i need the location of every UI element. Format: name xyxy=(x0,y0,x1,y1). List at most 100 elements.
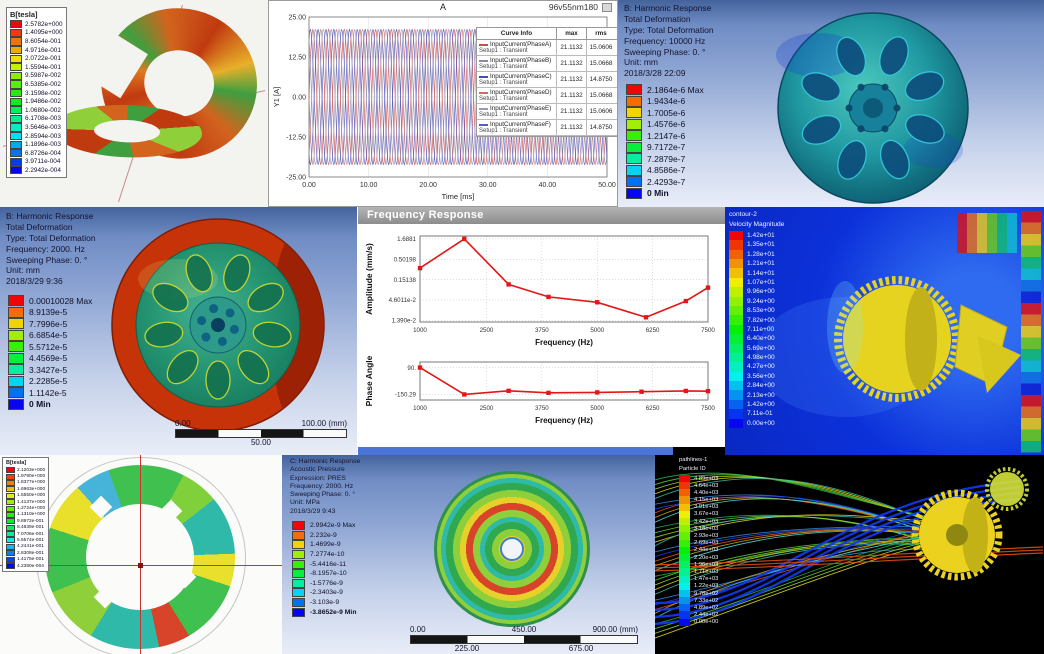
curve-setup: Setup1 : Transient xyxy=(479,80,528,86)
legend-value: -3.8652e-9 Min xyxy=(310,608,357,616)
legend-row: 2.44e+03 xyxy=(679,546,718,554)
legend-row: 1.2147e-6 xyxy=(626,130,704,142)
legend-row: 2.4293e-7 xyxy=(626,176,704,188)
svg-text:40.00: 40.00 xyxy=(539,182,557,189)
legend-swatch xyxy=(6,563,15,570)
legend-swatch xyxy=(10,80,22,89)
legend-value: 2.20e+03 xyxy=(694,554,719,561)
legend-row: 2.8308e-001 xyxy=(6,550,45,557)
svg-text:1.6881: 1.6881 xyxy=(397,236,416,243)
ruler-bar xyxy=(410,635,638,644)
curve-rms: 14.8750 xyxy=(589,124,613,131)
curve-max: 21.1132 xyxy=(557,104,587,119)
curve-name-cell: InputCurrent(PhaseF) Setup1 : Transient xyxy=(477,120,557,135)
legend-swatch xyxy=(729,343,743,353)
window-titlebar[interactable]: Frequency Response xyxy=(358,207,725,224)
result-info-line: Sweeping Phase: 0. ° xyxy=(6,254,88,265)
legend-title: B[tesla] xyxy=(6,460,27,466)
legend-value: 8.53e+00 xyxy=(747,307,775,315)
scale-ruler: 0.00 450.00 900.00 (mm) 225.00 675.00 xyxy=(410,625,638,654)
panel-cfd-velocity: contour-2 Velocity Magnitude 1.42e+01 1.35… xyxy=(725,207,1044,455)
color-legend: 0.00010028 Max 8.9139e-5 7.7996e-5 6.6854e-… xyxy=(8,295,92,410)
ruler-mid: 450.00 xyxy=(511,625,537,634)
legend-value: 1.5550e+000 xyxy=(17,493,46,499)
ruler-labels-bottom: 225.00 675.00 xyxy=(410,644,638,654)
legend-row: 3.67e+03 xyxy=(679,510,718,519)
result-info-line: Unit: mm xyxy=(624,57,658,68)
legend-row: 1.4576e-6 xyxy=(626,118,704,131)
legend-swatch xyxy=(6,556,15,563)
legend-value: 4.98e+00 xyxy=(747,354,775,362)
legend-value: 9.7172e-7 xyxy=(647,142,686,153)
svg-text:-12.50: -12.50 xyxy=(286,135,306,142)
legend-row: 7.11e+00 xyxy=(729,324,784,335)
result-info: B: Harmonic Response Total Deformation Typ… xyxy=(624,3,714,79)
legend-row: 8.53e+00 xyxy=(729,305,784,316)
legend-value: 3.9711e-004 xyxy=(25,158,61,166)
legend-row: 6.40e+00 xyxy=(729,334,784,344)
curve-name-cell: InputCurrent(PhaseE) Setup1 : Transient xyxy=(477,104,557,119)
legend-swatch xyxy=(292,540,305,550)
legend-value: 7.11e+00 xyxy=(747,325,775,333)
legend-row: 6.6854e-5 xyxy=(8,329,92,342)
legend-row: 2.0722e-001 xyxy=(10,54,63,63)
legend-swatch xyxy=(6,537,15,544)
curve-setup: Setup1 : Transient xyxy=(479,112,528,118)
legend-value: 1.47e+03 xyxy=(694,576,719,583)
legend-row: 1.96e+03 xyxy=(679,561,718,569)
legend-swatch xyxy=(292,588,305,598)
result-info-line: Expression: PRES xyxy=(290,474,346,482)
legend-value: 3.3427e-5 xyxy=(29,364,68,375)
legend-row: 0 Min xyxy=(626,187,704,200)
legend-title: contour-2 Velocity Magnitude xyxy=(729,211,784,229)
svg-text:0.00: 0.00 xyxy=(302,182,316,189)
legend-value: 1.4576e-6 xyxy=(647,119,686,130)
curve-name-cell: InputCurrent(PhaseA) Setup1 : Transient xyxy=(477,40,557,55)
svg-text:Frequency (Hz): Frequency (Hz) xyxy=(535,416,593,425)
legend-swatch xyxy=(10,149,22,158)
result-info-line: Unit: mm xyxy=(6,265,40,276)
legend-swatch xyxy=(729,296,743,306)
legend-row: 1.1142e-5 xyxy=(8,387,92,399)
legend-swatch xyxy=(679,518,690,526)
legend-value: 2.8594e-003 xyxy=(25,132,61,140)
legend-value: 7.2879e-7 xyxy=(647,153,686,164)
legend-swatch xyxy=(679,604,690,612)
legend-row: 9.96e+00 xyxy=(729,287,784,297)
legend-value: 5.5712e-5 xyxy=(29,341,68,352)
panel-frequency-response: Frequency Response 1000 2500 3750 5000 6250 7… xyxy=(357,207,725,455)
legend-swatch xyxy=(679,489,690,497)
svg-text:0.50198: 0.50198 xyxy=(394,257,417,264)
legend-value: 1.1310e+000 xyxy=(17,512,46,518)
legend-swatch xyxy=(8,306,24,318)
legend-row: 2.5782e+000 xyxy=(10,20,63,29)
result-info-line: Total Deformation xyxy=(6,221,73,232)
legend-value: 2.1864e-6 Max xyxy=(647,84,704,95)
legend-swatch xyxy=(10,157,22,166)
legend-row: 2.2285e-5 xyxy=(8,375,92,388)
color-legend: 2.1864e-6 Max 1.9434e-6 1.7005e-6 1.4576e-6… xyxy=(626,84,704,199)
legend-value: -8.1957e-10 xyxy=(310,570,347,578)
curve-color-sample xyxy=(479,123,488,126)
legend-swatch xyxy=(10,54,22,63)
svg-text:6250: 6250 xyxy=(646,405,660,412)
legend-row: 4.9716e-001 xyxy=(10,45,63,55)
legend-value: 4.89e+02 xyxy=(694,604,719,611)
legend-value: 1.71e+03 xyxy=(694,568,719,575)
ruler-bar xyxy=(175,429,347,438)
svg-text:-25.00: -25.00 xyxy=(286,175,306,182)
svg-text:3750: 3750 xyxy=(535,405,549,412)
legend-row: 3.3427e-5 xyxy=(8,364,92,376)
legend-row: 7.2774e-10 xyxy=(292,550,356,560)
window-icon[interactable] xyxy=(602,2,612,12)
legend-row: 2.9942e-9 Max xyxy=(292,521,356,531)
legend-row: 1.6963e+000 xyxy=(6,486,45,493)
table-row: InputCurrent(PhaseC) Setup1 : Transient … xyxy=(477,72,617,88)
legend-row: 2.1864e-6 Max xyxy=(626,84,704,96)
curve-max: 21.1132 xyxy=(557,56,587,71)
disc-field-graphic xyxy=(434,471,590,627)
svg-text:Time [ms]: Time [ms] xyxy=(442,192,475,201)
legend-value: 9.8972e-001 xyxy=(17,518,44,524)
curve-name-line: InputCurrent(PhaseB) xyxy=(479,57,554,64)
